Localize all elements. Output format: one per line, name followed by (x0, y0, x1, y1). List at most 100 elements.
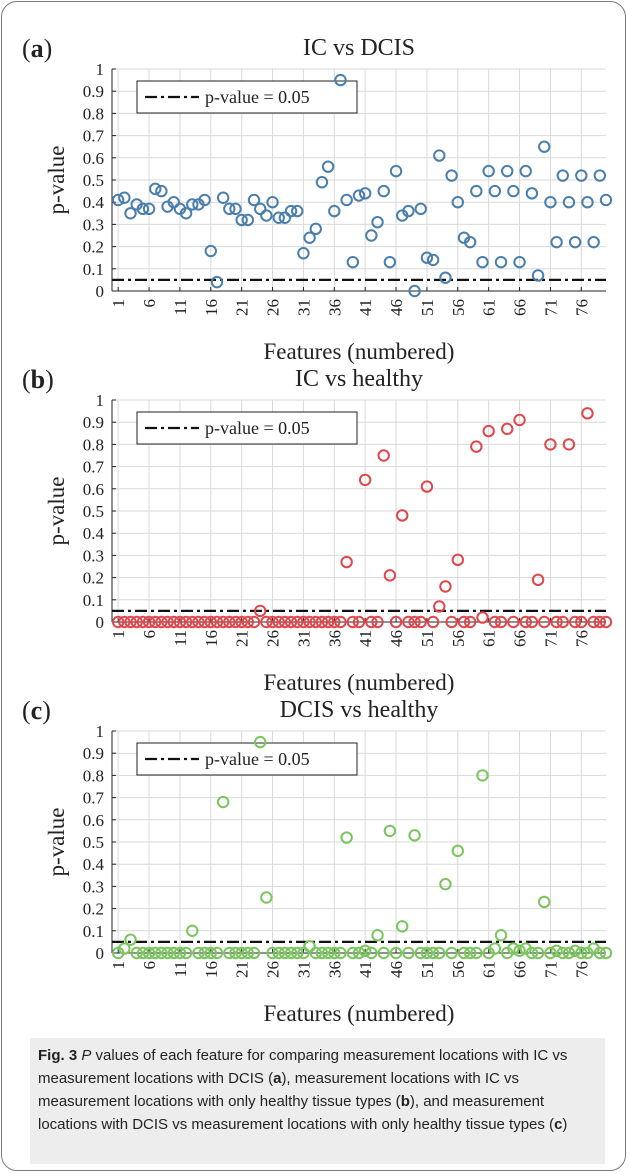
data-point (550, 235, 563, 249)
data-point (161, 946, 174, 960)
x-tick-label: 16 (202, 299, 221, 316)
data-point (266, 196, 279, 209)
x-tick-label: 61 (480, 961, 499, 978)
data-point (149, 946, 162, 960)
data-point (291, 615, 304, 629)
data-point (562, 438, 576, 451)
data-point (402, 946, 415, 960)
x-tick-label: 26 (264, 299, 283, 316)
data-point (149, 615, 162, 629)
data-point (284, 615, 298, 629)
data-point (433, 946, 446, 960)
data-point (340, 555, 353, 569)
data-point (550, 944, 563, 957)
data-point (562, 196, 576, 209)
data-point (544, 196, 557, 209)
data-point (445, 946, 458, 960)
data-point (488, 184, 502, 198)
chart-title: IC vs healthy (295, 366, 423, 392)
x-tick-label: 56 (449, 630, 468, 647)
data-point (420, 946, 434, 960)
data-point (365, 615, 378, 629)
data-point (309, 222, 322, 236)
y-tick-label: 0.8 (83, 766, 104, 785)
data-point (513, 944, 526, 957)
data-point (494, 929, 508, 942)
caption-ref-a: a (273, 1070, 282, 1087)
x-tick-label: 66 (511, 299, 530, 316)
x-tick-label: 16 (202, 961, 221, 978)
data-point (309, 615, 322, 629)
data-point (377, 184, 390, 198)
y-tick-label: 0.9 (83, 82, 104, 101)
data-point (260, 891, 273, 904)
data-point (513, 413, 526, 427)
data-point (328, 204, 341, 218)
data-point (358, 944, 372, 957)
x-tick-label: 6 (140, 961, 159, 970)
x-tick-label: 51 (418, 299, 437, 316)
data-point (340, 193, 353, 207)
x-tick-label: 56 (449, 299, 468, 316)
data-point (433, 600, 446, 613)
data-point (599, 946, 613, 960)
data-point (457, 615, 471, 629)
data-point (161, 615, 174, 629)
data-point (470, 440, 483, 453)
data-point (544, 438, 557, 451)
data-point (575, 169, 588, 182)
data-point (593, 615, 607, 629)
caption-text-1: values of each feature for comparing mea… (38, 1047, 568, 1087)
data-point (284, 204, 298, 218)
data-point (278, 615, 292, 629)
x-tick-label: 41 (356, 961, 375, 978)
data-point (445, 615, 458, 629)
data-point (235, 946, 248, 960)
chart-title: DCIS vs healthy (280, 697, 439, 723)
data-point (358, 187, 372, 200)
data-point (328, 615, 341, 629)
data-point (223, 202, 236, 216)
y-tick-label: 0.7 (83, 127, 105, 146)
panel-label: (b) (22, 365, 54, 394)
x-tick-label: 71 (541, 961, 560, 978)
data-point (315, 946, 329, 960)
x-tick-label: 41 (356, 299, 375, 316)
data-point (235, 615, 248, 629)
y-tick-label: 0.3 (83, 546, 104, 565)
data-point (247, 946, 261, 960)
data-point (556, 615, 569, 629)
data-point (556, 169, 569, 182)
data-point (266, 615, 279, 629)
data-point (186, 924, 199, 937)
chart-title: IC vs DCIS (303, 35, 415, 61)
data-point (223, 615, 236, 629)
data-point (587, 235, 600, 249)
data-point (167, 946, 180, 960)
data-point (402, 615, 415, 629)
data-point (241, 946, 255, 960)
data-point (303, 940, 316, 953)
y-tick-label: 0.6 (83, 480, 104, 499)
data-point (531, 946, 545, 960)
y-tick-label: 0.4 (83, 524, 105, 543)
data-point (476, 769, 489, 782)
data-point (303, 615, 316, 629)
data-point (581, 196, 594, 209)
data-point (463, 235, 477, 249)
y-tick-label: 0.3 (83, 877, 104, 896)
x-tick-label: 66 (511, 961, 530, 978)
data-point (426, 253, 440, 267)
data-point (507, 184, 520, 198)
y-tick-label: 0.2 (83, 238, 104, 257)
data-point (568, 944, 582, 957)
data-point (463, 615, 477, 629)
data-point (334, 615, 347, 629)
legend-label: p-value = 0.05 (205, 87, 310, 107)
y-axis-label: p-value (44, 146, 69, 215)
data-point (568, 235, 582, 249)
x-tick-label: 31 (294, 299, 313, 316)
data-point (575, 615, 588, 629)
data-point (346, 615, 360, 629)
data-point (204, 615, 218, 629)
